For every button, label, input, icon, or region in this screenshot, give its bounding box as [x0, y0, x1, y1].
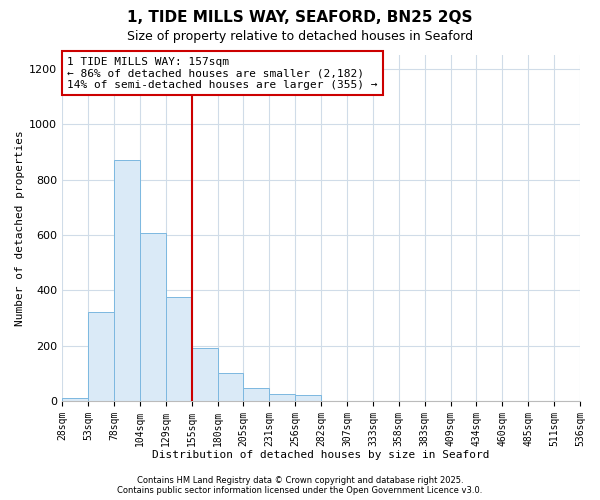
Text: 1, TIDE MILLS WAY, SEAFORD, BN25 2QS: 1, TIDE MILLS WAY, SEAFORD, BN25 2QS — [127, 10, 473, 25]
Bar — [114, 160, 140, 401]
Y-axis label: Number of detached properties: Number of detached properties — [15, 130, 25, 326]
Bar — [166, 297, 191, 401]
Bar — [191, 348, 218, 401]
Text: Contains HM Land Registry data © Crown copyright and database right 2025.
Contai: Contains HM Land Registry data © Crown c… — [118, 476, 482, 495]
Bar — [88, 312, 114, 401]
Bar — [218, 373, 244, 401]
Bar — [62, 398, 88, 401]
Bar — [295, 396, 321, 401]
Bar — [244, 388, 269, 401]
Bar — [269, 394, 295, 401]
Text: Size of property relative to detached houses in Seaford: Size of property relative to detached ho… — [127, 30, 473, 43]
Text: 1 TIDE MILLS WAY: 157sqm
← 86% of detached houses are smaller (2,182)
14% of sem: 1 TIDE MILLS WAY: 157sqm ← 86% of detach… — [67, 56, 378, 90]
X-axis label: Distribution of detached houses by size in Seaford: Distribution of detached houses by size … — [152, 450, 490, 460]
Bar — [140, 234, 166, 401]
